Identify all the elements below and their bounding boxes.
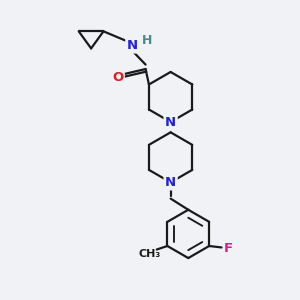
Text: CH₃: CH₃ (139, 249, 161, 259)
Text: H: H (142, 34, 152, 47)
Text: O: O (112, 71, 123, 84)
Text: N: N (127, 39, 138, 52)
Text: F: F (224, 242, 232, 255)
Text: N: N (165, 116, 176, 128)
Text: N: N (165, 176, 176, 189)
